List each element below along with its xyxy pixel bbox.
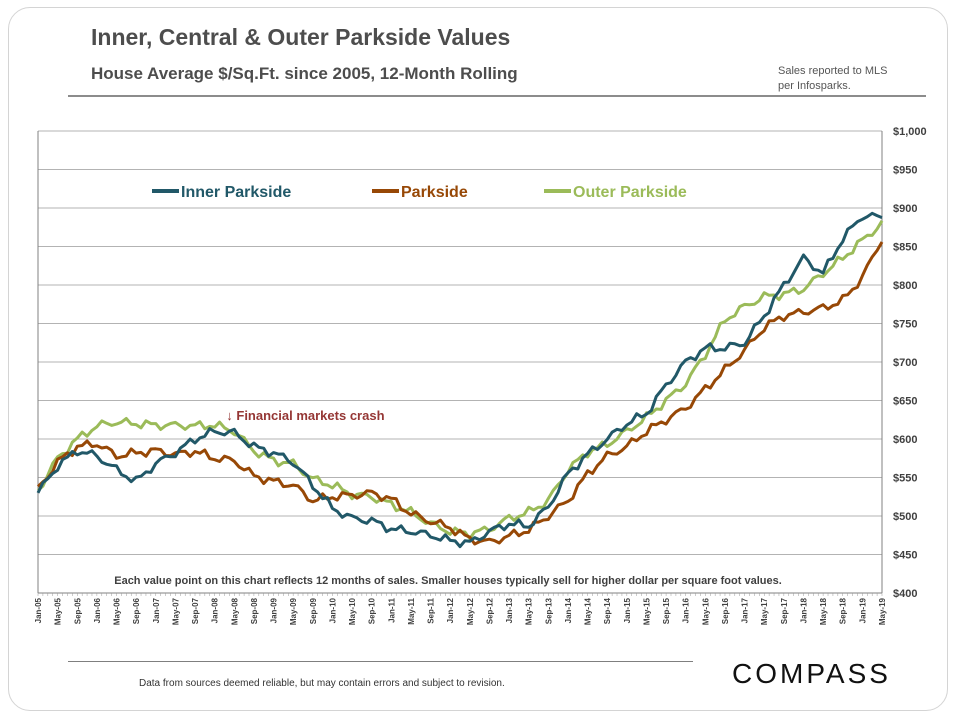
x-tick-label: Sep-12	[485, 597, 494, 624]
y-tick-label: $700	[893, 357, 917, 369]
y-tick-label: $850	[893, 242, 917, 254]
title-divider	[68, 95, 926, 97]
y-tick-label: $900	[893, 203, 917, 215]
y-tick-label: $650	[893, 396, 917, 408]
x-tick-label: Sep-15	[662, 597, 671, 624]
x-tick-label: Jan-05	[34, 597, 43, 623]
x-tick-label: Jan-13	[505, 597, 514, 623]
x-tick-label: May-11	[407, 597, 416, 624]
y-tick-label: $800	[893, 280, 917, 292]
x-tick-label: Jan-14	[564, 597, 573, 623]
y-tick-label: $450	[893, 550, 917, 562]
annotation-financial-crash: ↓ Financial markets crash	[226, 408, 384, 423]
legend-label: Inner Parkside	[181, 184, 291, 201]
x-tick-label: Sep-09	[309, 597, 318, 624]
x-tick-label: Sep-16	[721, 597, 730, 624]
x-tick-label: Sep-11	[427, 597, 436, 623]
x-tick-label: Jan-09	[270, 597, 279, 623]
x-tick-label: Sep-07	[191, 597, 200, 624]
x-tick-label: May-07	[171, 597, 180, 625]
series-line-inner-parkside	[36, 211, 883, 549]
x-tick-label: Sep-18	[839, 597, 848, 624]
y-tick-label: $500	[893, 511, 917, 523]
source-note: Sales reported to MLS per Infosparks.	[778, 65, 888, 92]
x-tick-label: May-08	[230, 597, 239, 625]
x-tick-label: May-05	[54, 597, 63, 625]
x-tick-label: Sep-13	[544, 597, 553, 624]
x-tick-label: May-19	[878, 597, 887, 625]
x-tick-label: Jan-17	[741, 597, 750, 623]
y-tick-label: $1,000	[893, 126, 927, 138]
x-tick-label: May-12	[466, 597, 475, 625]
x-tick-label: May-09	[289, 597, 298, 625]
x-tick-label: Sep-14	[603, 597, 612, 624]
x-tick-label: Jan-06	[93, 597, 102, 623]
x-tick-label: Jan-10	[328, 597, 337, 623]
x-tick-label: Sep-17	[780, 597, 789, 624]
x-tick-label: May-06	[113, 597, 122, 625]
x-tick-label: May-16	[701, 597, 710, 625]
x-tick-label: Jan-19	[858, 597, 867, 623]
x-tick-label: Jan-15	[623, 597, 632, 623]
series-line-parkside	[36, 241, 884, 546]
x-tick-label: Jan-18	[799, 597, 808, 623]
y-tick-label: $550	[893, 473, 917, 485]
x-tick-label: May-14	[584, 597, 593, 625]
x-tick-label: May-18	[819, 597, 828, 625]
x-tick-label: Jan-07	[152, 597, 161, 623]
chart-subtitle: House Average $/Sq.Ft. since 2005, 12-Mo…	[91, 64, 518, 83]
y-tick-label: $950	[893, 165, 917, 177]
y-tick-label: $750	[893, 319, 917, 331]
legend-label: Parkside	[401, 184, 468, 201]
x-tick-label: May-15	[642, 597, 651, 625]
x-tick-label: Jan-11	[387, 597, 396, 622]
x-tick-label: Sep-06	[132, 597, 141, 624]
disclaimer-text: Data from sources deemed reliable, but m…	[139, 678, 505, 689]
x-tick-label: Jan-08	[211, 597, 220, 623]
x-tick-label: Sep-10	[368, 597, 377, 624]
x-tick-label: May-17	[760, 597, 769, 625]
x-tick-label: Sep-08	[250, 597, 259, 624]
y-tick-label: $400	[893, 588, 917, 600]
slide-frame	[8, 7, 948, 711]
compass-logo: COMPASS	[732, 658, 891, 689]
chart-title: Inner, Central & Outer Parkside Values	[91, 24, 511, 50]
x-tick-label: Sep-05	[73, 597, 82, 624]
chart-footnote: Each value point on this chart reflects …	[114, 575, 782, 587]
x-tick-label: May-10	[348, 597, 357, 625]
x-tick-label: Jan-16	[682, 597, 691, 623]
series-line-outer-parkside	[37, 220, 884, 541]
legend-label: Outer Parkside	[573, 184, 687, 201]
y-tick-label: $600	[893, 434, 917, 446]
x-tick-label: Jan-12	[446, 597, 455, 623]
footer-divider	[68, 661, 693, 662]
x-tick-label: May-13	[525, 597, 534, 625]
